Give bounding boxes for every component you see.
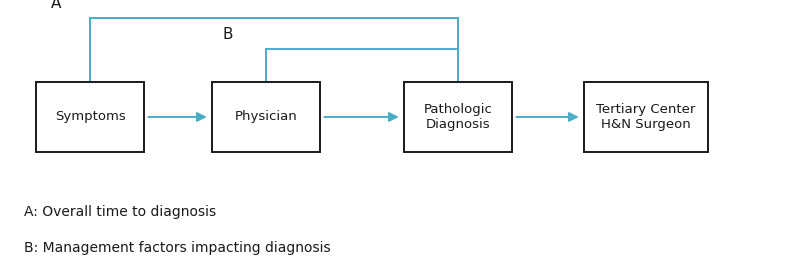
Text: A: A bbox=[51, 0, 61, 11]
FancyBboxPatch shape bbox=[36, 82, 144, 152]
Text: Tertiary Center
H&N Surgeon: Tertiary Center H&N Surgeon bbox=[596, 103, 696, 131]
FancyBboxPatch shape bbox=[404, 82, 512, 152]
FancyBboxPatch shape bbox=[212, 82, 320, 152]
Text: A: Overall time to diagnosis: A: Overall time to diagnosis bbox=[24, 205, 216, 219]
FancyBboxPatch shape bbox=[584, 82, 708, 152]
Text: B: B bbox=[222, 27, 234, 42]
Text: Physician: Physician bbox=[234, 110, 298, 123]
Text: Pathologic
Diagnosis: Pathologic Diagnosis bbox=[423, 103, 493, 131]
Text: Symptoms: Symptoms bbox=[54, 110, 126, 123]
Text: B: Management factors impacting diagnosis: B: Management factors impacting diagnosi… bbox=[24, 240, 330, 255]
